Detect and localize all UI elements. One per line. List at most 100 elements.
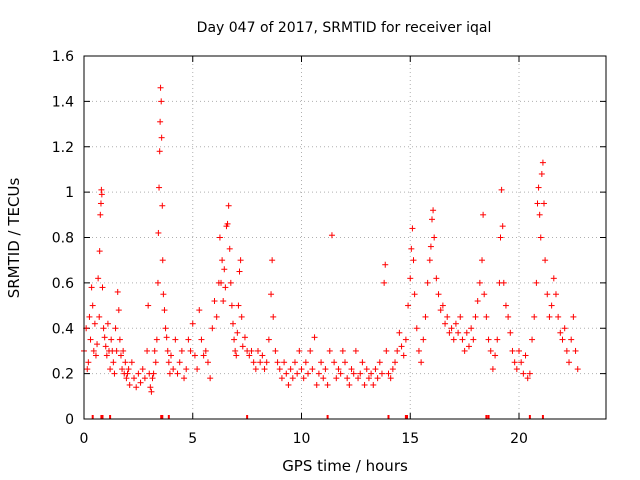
data-point bbox=[102, 343, 109, 350]
data-point bbox=[457, 313, 464, 320]
data-point bbox=[381, 279, 388, 286]
data-point bbox=[213, 313, 220, 320]
data-point bbox=[84, 366, 91, 373]
x-tick-label: 20 bbox=[510, 431, 528, 447]
data-point bbox=[268, 291, 275, 298]
data-point bbox=[359, 359, 366, 366]
data-point bbox=[135, 370, 142, 377]
data-point bbox=[116, 336, 123, 343]
data-point bbox=[444, 313, 451, 320]
data-point bbox=[149, 375, 156, 382]
data-point bbox=[513, 366, 520, 373]
data-point bbox=[216, 234, 223, 241]
data-point bbox=[98, 191, 105, 198]
data-point bbox=[281, 359, 288, 366]
data-point bbox=[269, 257, 276, 264]
data-point bbox=[498, 186, 505, 193]
data-point bbox=[398, 343, 405, 350]
data-point bbox=[107, 366, 114, 373]
data-point bbox=[472, 313, 479, 320]
data-point bbox=[518, 359, 525, 366]
data-point bbox=[222, 284, 229, 291]
data-point bbox=[263, 359, 270, 366]
data-point bbox=[405, 302, 412, 309]
rug-marks bbox=[91, 415, 544, 419]
data-point bbox=[439, 302, 446, 309]
data-point bbox=[165, 359, 172, 366]
data-point bbox=[500, 279, 507, 286]
data-point bbox=[368, 370, 375, 377]
y-tick-label: 0.4 bbox=[52, 321, 74, 337]
data-point bbox=[487, 347, 494, 354]
data-point bbox=[181, 375, 188, 382]
data-point bbox=[270, 313, 277, 320]
data-point bbox=[261, 366, 268, 373]
data-point bbox=[446, 329, 453, 336]
data-point bbox=[479, 257, 486, 264]
data-point bbox=[227, 279, 234, 286]
data-point bbox=[128, 359, 135, 366]
data-point bbox=[272, 347, 279, 354]
data-point bbox=[305, 370, 312, 377]
data-point bbox=[400, 352, 407, 359]
data-point bbox=[392, 359, 399, 366]
data-point bbox=[125, 366, 132, 373]
data-point bbox=[480, 211, 487, 218]
data-point bbox=[85, 359, 92, 366]
data-point bbox=[96, 248, 103, 255]
data-point bbox=[536, 211, 543, 218]
data-point bbox=[402, 336, 409, 343]
data-point bbox=[499, 223, 506, 230]
data-point bbox=[307, 347, 314, 354]
data-point bbox=[221, 266, 228, 273]
data-point bbox=[538, 170, 545, 177]
data-point bbox=[144, 347, 151, 354]
data-point bbox=[225, 202, 232, 209]
data-point bbox=[333, 375, 340, 382]
data-point bbox=[552, 291, 559, 298]
data-point bbox=[250, 359, 257, 366]
data-point bbox=[533, 279, 540, 286]
y-tick-label: 1.6 bbox=[52, 49, 74, 65]
data-point bbox=[559, 336, 566, 343]
data-point bbox=[229, 320, 236, 327]
data-point bbox=[265, 336, 272, 343]
data-point bbox=[568, 336, 575, 343]
data-point bbox=[157, 118, 164, 125]
data-point bbox=[352, 347, 359, 354]
data-point bbox=[394, 347, 401, 354]
data-point bbox=[433, 275, 440, 282]
data-point bbox=[355, 375, 362, 382]
data-point bbox=[489, 366, 496, 373]
data-point bbox=[289, 375, 296, 382]
data-points bbox=[81, 84, 581, 395]
y-tick-label: 1 bbox=[65, 185, 74, 201]
data-point bbox=[309, 366, 316, 373]
data-point bbox=[148, 388, 155, 395]
data-point bbox=[483, 313, 490, 320]
data-point bbox=[170, 366, 177, 373]
data-point bbox=[374, 375, 381, 382]
data-point bbox=[126, 381, 133, 388]
data-point bbox=[427, 243, 434, 250]
data-point bbox=[320, 375, 327, 382]
data-point bbox=[350, 370, 357, 377]
data-point bbox=[383, 347, 390, 354]
data-point bbox=[465, 343, 472, 350]
data-point bbox=[574, 366, 581, 373]
data-point bbox=[145, 302, 152, 309]
data-point bbox=[156, 184, 163, 191]
data-point bbox=[442, 320, 449, 327]
data-point bbox=[497, 234, 504, 241]
data-point bbox=[339, 347, 346, 354]
data-point bbox=[103, 352, 110, 359]
data-point bbox=[113, 347, 120, 354]
y-axis-label: SRMTID / TECUs bbox=[5, 178, 23, 299]
data-point bbox=[481, 291, 488, 298]
data-point bbox=[152, 359, 159, 366]
data-point bbox=[139, 366, 146, 373]
data-point bbox=[176, 359, 183, 366]
data-point bbox=[370, 381, 377, 388]
data-point bbox=[155, 229, 162, 236]
data-point bbox=[115, 307, 122, 314]
